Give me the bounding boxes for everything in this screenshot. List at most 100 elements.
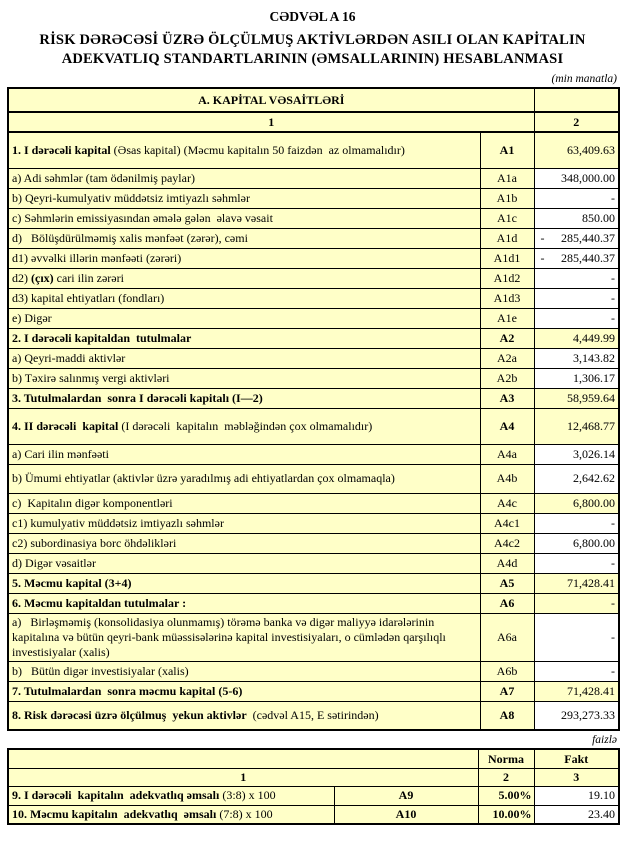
row-label: a) Adi səhmlər (tam ödənilmiş paylar) <box>7 167 481 189</box>
row-code: A4 <box>479 407 535 445</box>
row-code: A2 <box>479 327 535 349</box>
row-label: 4. II dərəcəli kapital (I dərəcəli kapit… <box>7 407 481 445</box>
row-value: 3,143.82 <box>533 347 620 369</box>
capital-table-body: 1. I dərəcəli kapital (Əsas kapital) (Mə… <box>7 131 620 731</box>
table-row: 3. Tutulmalardan sonra I dərəcəli kapita… <box>7 387 620 409</box>
document-title: RİSK DƏRƏCƏSİ ÜZRƏ ÖLÇÜLMUŞ AKTİVLƏRDƏN … <box>7 31 618 69</box>
row-code: A2b <box>479 367 535 389</box>
table-row: d2) (çıx) cari ilin zərəri A1d2- <box>7 267 620 289</box>
row-label: d) Digər vəsaitlər <box>7 552 481 574</box>
row-label: b) Qeyri-kumulyativ müddətsiz imtiyazlı … <box>7 187 481 209</box>
row-code: A9 <box>333 785 479 806</box>
table-row: a) Qeyri-maddi aktivlər A2a 3,143.82 <box>7 347 620 369</box>
row-label-text: d1) əvvəlki illərin mənfəəti (zərəri) <box>12 250 182 265</box>
row-value: 4,449.99 <box>533 327 620 349</box>
row-label: 1. I dərəcəli kapital (Əsas kapital) (Mə… <box>7 131 481 169</box>
row-label: 2. I dərəcəli kapitaldan tutulmalar <box>7 327 481 349</box>
row-label-bold-text: 9. I dərəcəli kapitalın adekvatlıq əmsal… <box>12 788 220 803</box>
row-code: A4c <box>479 492 535 514</box>
row-label-bold-text: 2. I dərəcəli kapitaldan tutulmalar <box>12 330 192 345</box>
row-label-bold-text: 8. Risk dərəcəsi üzrə ölçülmuş yekun akt… <box>12 708 247 722</box>
minus-sign: - <box>540 230 545 245</box>
row-label: 10. Məcmu kapitalın adekvatlıq əmsalı (7… <box>7 804 335 825</box>
row-label-text: e) Digər <box>12 310 52 325</box>
table-row: 1. I dərəcəli kapital (Əsas kapital) (Mə… <box>7 131 620 169</box>
fakt-value: 23.40 <box>533 804 620 825</box>
row-label-text: c1) kumulyativ müddətsiz imtiyazlı səhml… <box>12 515 224 530</box>
row-label-text: c) Səhmlərin emissiyasından əmələ gələn … <box>12 210 273 225</box>
table-row: b) Qeyri-kumulyativ müddətsiz imtiyazlı … <box>7 187 620 209</box>
row-code: A4d <box>479 552 535 574</box>
table-row: a) Birləşməmiş (konsolidasiya olunmamış)… <box>7 612 620 662</box>
row-label: c) Səhmlərin emissiyasından əmələ gələn … <box>7 207 481 229</box>
row-label: d2) (çıx) cari ilin zərəri <box>7 267 481 289</box>
row-label-bold-text: 10. Məcmu kapitalın adekvatlıq əmsalı <box>12 807 217 821</box>
ratio-column-number-2: 2 <box>477 767 535 787</box>
row-label: 8. Risk dərəcəsi üzrə ölçülmuş yekun akt… <box>7 700 481 731</box>
amount: 285,440.37 <box>561 230 616 245</box>
row-label: 6. Məcmu kapitaldan tutulmalar : <box>7 592 481 614</box>
row-label-text: (Əsas kapital) (Məcmu kapitalın 50 faizd… <box>110 143 405 157</box>
row-label-text: a) Cari ilin mənfəəti <box>12 446 109 461</box>
row-code: A8 <box>479 700 535 731</box>
row-label-text: a) Birləşməmiş (konsolidasiya olunmamış)… <box>12 614 446 659</box>
row-value: - <box>533 612 620 662</box>
column-numbers-row: 1 2 <box>7 111 620 134</box>
row-code: A5 <box>479 572 535 594</box>
row-label-bold-text: 1. I dərəcəli kapital <box>12 143 111 157</box>
row-label-text: (3:8) x 100 <box>219 788 276 803</box>
row-value: 12,468.77 <box>533 407 620 445</box>
table-row: c2) subordinasiya borc öhdəlikləri A4c2 6,… <box>7 532 620 554</box>
row-code: A1c <box>479 207 535 229</box>
table-row: 5. Məcmu kapital (3+4) A5 71,428.41 <box>7 572 620 594</box>
row-value: - <box>533 660 620 682</box>
table-row: e) Digər A1e - <box>7 307 620 329</box>
row-label-text: d3) kapital ehtiyatları (fondları) <box>12 290 165 305</box>
row-value: - <box>533 592 620 614</box>
row-label-text: b) Təxirə salınmış vergi aktivləri <box>12 370 170 385</box>
row-label: 5. Məcmu kapital (3+4) <box>7 572 481 594</box>
table-row: d) Bölüşdürülməmiş xalis mənfəət (zərər)… <box>7 227 620 249</box>
row-label-text: b) Bütün digər investisiyalar (xalis) <box>12 663 189 678</box>
column-number-1: 1 <box>7 111 535 134</box>
row-value: - <box>533 267 620 289</box>
negative-value: - 285,440.37 <box>538 251 616 266</box>
row-code: A1d2 <box>479 267 535 289</box>
unit-note: (min manatla) <box>551 73 617 86</box>
table-row: 7. Tutulmalardan sonra məcmu kapital (5-… <box>7 680 620 702</box>
row-code: A4c2 <box>479 532 535 554</box>
row-label-bold-text: 3. Tutulmalardan sonra I dərəcəli kapita… <box>12 390 263 405</box>
row-code: A1 <box>479 131 535 169</box>
row-label-bold-text: (çıx) <box>31 270 54 285</box>
row-code: A4a <box>479 443 535 465</box>
table-row: b) Bütün digər investisiyalar (xalis) A6b… <box>7 660 620 682</box>
table-row: d3) kapital ehtiyatları (fondları) A1d3- <box>7 287 620 309</box>
row-label-text: a) Qeyri-maddi aktivlər <box>12 350 126 365</box>
row-code: A1b <box>479 187 535 209</box>
row-label: 3. Tutulmalardan sonra I dərəcəli kapita… <box>7 387 481 409</box>
row-label: d) Bölüşdürülməmiş xalis mənfəət (zərər)… <box>7 227 481 249</box>
row-label-text: cari ilin zərəri <box>53 270 124 285</box>
amount: 285,440.37 <box>561 250 616 265</box>
fakt-value: 19.10 <box>533 785 620 806</box>
row-value: 348,000.00 <box>533 167 620 189</box>
ratio-column-number-1: 1 <box>7 767 479 787</box>
row-label-bold-text: 4. II dərəcəli kapital <box>12 418 119 433</box>
row-label: 9. I dərəcəli kapitalın adekvatlıq əmsal… <box>7 785 335 806</box>
table-row: 4. II dərəcəli kapital (I dərəcəli kapit… <box>7 407 620 445</box>
ratio-header-row: Norma Fakt <box>7 748 620 769</box>
row-label: b) Təxirə salınmış vergi aktivləri <box>7 367 481 389</box>
ratio-table: Norma Fakt 1 2 3 9. I dərəcəli kapitalın… <box>7 748 620 826</box>
section-title: A. KAPİTAL VƏSAİTLƏRİ <box>7 87 535 114</box>
percent-note: faizlə <box>592 734 617 747</box>
row-code: A6b <box>479 660 535 682</box>
row-label: c2) subordinasiya borc öhdəlikləri <box>7 532 481 554</box>
row-code: A6a <box>479 612 535 662</box>
table-number: CƏDVƏL A 16 <box>269 9 356 24</box>
row-code: A1e <box>479 307 535 329</box>
row-code: A2a <box>479 347 535 369</box>
table-row: c) Kapitalın digər komponentləri A4c 6,800… <box>7 492 620 514</box>
row-value: 3,026.14 <box>533 443 620 465</box>
table-row: 6. Məcmu kapitaldan tutulmalar : A6- <box>7 592 620 614</box>
row-code: A6 <box>479 592 535 614</box>
